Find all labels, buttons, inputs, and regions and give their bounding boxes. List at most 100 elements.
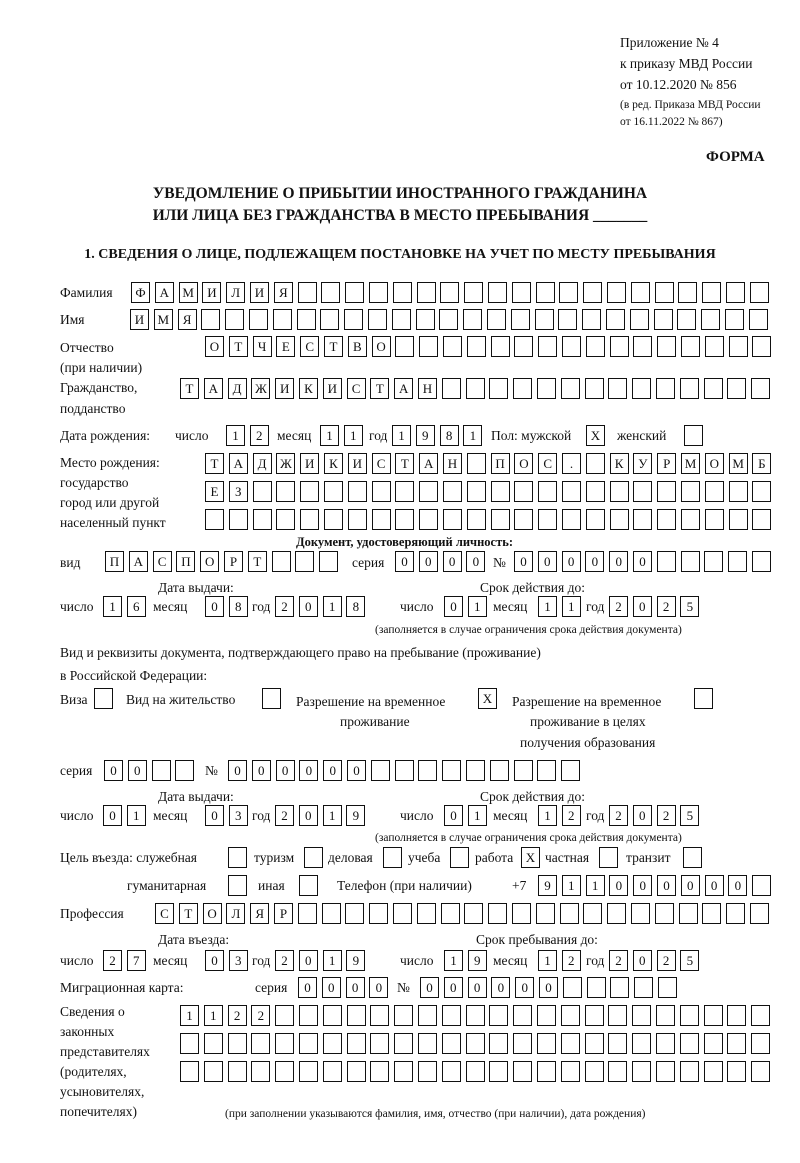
letter-cell[interactable]: 1 [463,425,483,446]
letter-cell[interactable] [252,509,272,530]
letter-cell[interactable]: К [609,453,629,474]
letter-cell[interactable] [466,509,486,530]
letter-cell[interactable]: 2 [561,950,581,971]
letter-cell[interactable]: 1 [467,805,487,826]
letter-cell[interactable] [727,378,747,399]
letter-cell[interactable] [344,309,364,330]
letter-cell[interactable]: 0 [345,977,365,998]
letter-cell[interactable]: С [371,453,391,474]
letter-cell[interactable] [271,551,291,572]
letter-cell[interactable]: М [153,309,173,330]
letter-cell[interactable] [752,551,771,572]
temp-residence-checkbox[interactable]: X [478,688,502,710]
letter-cell[interactable]: 1 [538,596,557,617]
letter-cell[interactable]: Е [205,481,224,502]
letter-cell[interactable] [252,481,272,502]
letter-cell[interactable] [537,1005,556,1026]
letter-cell[interactable] [392,282,412,303]
letter-cell[interactable]: С [155,903,174,924]
letter-cell[interactable]: 2 [561,805,581,826]
letter-cell[interactable] [419,509,439,530]
temp-residence-edu-checkbox[interactable] [694,688,718,710]
letter-cell[interactable] [609,336,629,357]
letter-cell[interactable] [272,309,292,330]
letter-cell[interactable] [562,336,581,357]
letter-cell[interactable] [487,309,506,330]
letter-cell[interactable]: З [228,481,248,502]
letter-cell[interactable] [585,509,605,530]
letter-cell[interactable] [297,903,317,924]
letter-cell[interactable]: 1 [585,875,605,896]
letter-cell[interactable]: П [176,551,196,572]
letter-cell[interactable]: 0 [609,875,629,896]
letter-cell[interactable] [679,1005,699,1026]
letter-cell[interactable] [656,1061,675,1082]
letter-cell[interactable] [439,309,459,330]
letter-cell[interactable]: 9 [346,805,366,826]
letter-cell[interactable] [94,688,113,709]
letter-cell[interactable] [511,282,531,303]
letter-cell[interactable] [728,551,748,572]
letter-cell[interactable] [537,1033,556,1054]
letter-cell[interactable] [440,903,460,924]
letter-cell[interactable] [203,1061,223,1082]
letter-cell[interactable]: 0 [103,805,122,826]
letter-cell[interactable] [320,309,340,330]
letter-cell[interactable]: О [205,336,224,357]
letter-cell[interactable]: 0 [633,875,653,896]
sex-male-checkbox[interactable]: X [586,425,610,447]
letter-cell[interactable]: 9 [538,875,557,896]
letter-cell[interactable] [538,509,558,530]
letter-cell[interactable]: Т [247,551,267,572]
letter-cell[interactable] [418,1061,437,1082]
letter-cell[interactable] [443,509,462,530]
letter-cell[interactable] [514,336,534,357]
letter-cell[interactable] [319,551,339,572]
letter-cell[interactable]: А [203,378,223,399]
letter-cell[interactable]: Ж [276,453,296,474]
letter-cell[interactable] [703,1061,723,1082]
letter-cell[interactable]: Т [178,903,198,924]
letter-cell[interactable] [275,1061,295,1082]
letter-cell[interactable] [561,760,581,781]
letter-cell[interactable]: 0 [561,551,581,572]
letter-cell[interactable]: 0 [127,760,147,781]
letter-cell[interactable] [586,977,606,998]
letter-cell[interactable] [324,509,343,530]
letter-cell[interactable]: У [633,453,653,474]
letter-cell[interactable] [657,336,677,357]
purpose-other-checkbox[interactable] [299,875,323,897]
letter-cell[interactable]: 8 [439,425,459,446]
letter-cell[interactable] [395,509,415,530]
reps-line2[interactable] [180,1033,775,1055]
letter-cell[interactable] [752,875,772,896]
letter-cell[interactable] [442,760,462,781]
letter-cell[interactable] [513,1061,533,1082]
letter-cell[interactable]: 3 [228,950,248,971]
letter-cell[interactable]: 1 [320,425,339,446]
letter-cell[interactable]: А [394,378,414,399]
letter-cell[interactable] [679,1061,699,1082]
letter-cell[interactable] [276,509,296,530]
purpose-transit-checkbox[interactable] [683,847,707,869]
letter-cell[interactable] [752,509,772,530]
letter-cell[interactable] [489,1033,509,1054]
letter-cell[interactable] [383,847,402,868]
letter-cell[interactable] [322,1061,342,1082]
letter-cell[interactable]: Я [250,903,270,924]
letter-cell[interactable] [751,1061,771,1082]
letter-cell[interactable] [251,1033,271,1054]
letter-cell[interactable] [464,903,484,924]
letter-cell[interactable] [632,378,652,399]
purpose-private-checkbox[interactable] [599,847,623,869]
letter-cell[interactable]: 2 [609,950,628,971]
letter-cell[interactable] [694,688,713,709]
letter-cell[interactable] [704,551,724,572]
letter-cell[interactable] [585,481,605,502]
purpose-business-checkbox[interactable] [383,847,407,869]
